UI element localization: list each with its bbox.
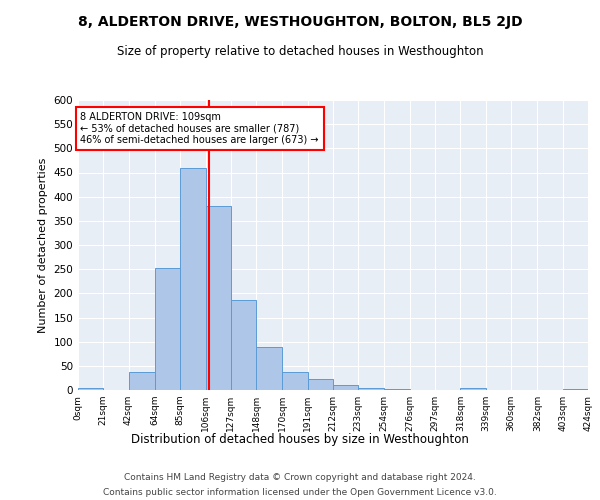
Text: 8 ALDERTON DRIVE: 109sqm
← 53% of detached houses are smaller (787)
46% of semi-: 8 ALDERTON DRIVE: 109sqm ← 53% of detach… — [80, 112, 319, 146]
Text: 8, ALDERTON DRIVE, WESTHOUGHTON, BOLTON, BL5 2JD: 8, ALDERTON DRIVE, WESTHOUGHTON, BOLTON,… — [77, 15, 523, 29]
Bar — [358, 388, 383, 390]
Bar — [78, 388, 103, 390]
Bar — [283, 372, 308, 390]
Bar — [461, 388, 486, 390]
Text: Distribution of detached houses by size in Westhoughton: Distribution of detached houses by size … — [131, 432, 469, 446]
Bar — [231, 300, 256, 390]
Bar — [563, 388, 588, 390]
Bar — [256, 346, 283, 390]
Bar — [308, 380, 333, 390]
Bar — [383, 388, 410, 390]
Bar — [180, 168, 205, 390]
Bar — [155, 268, 180, 390]
Text: Contains HM Land Registry data © Crown copyright and database right 2024.: Contains HM Land Registry data © Crown c… — [124, 473, 476, 482]
Bar — [205, 206, 231, 390]
Text: Size of property relative to detached houses in Westhoughton: Size of property relative to detached ho… — [116, 45, 484, 58]
Bar — [333, 385, 358, 390]
Text: Contains public sector information licensed under the Open Government Licence v3: Contains public sector information licen… — [103, 488, 497, 497]
Y-axis label: Number of detached properties: Number of detached properties — [38, 158, 48, 332]
Bar — [128, 372, 155, 390]
